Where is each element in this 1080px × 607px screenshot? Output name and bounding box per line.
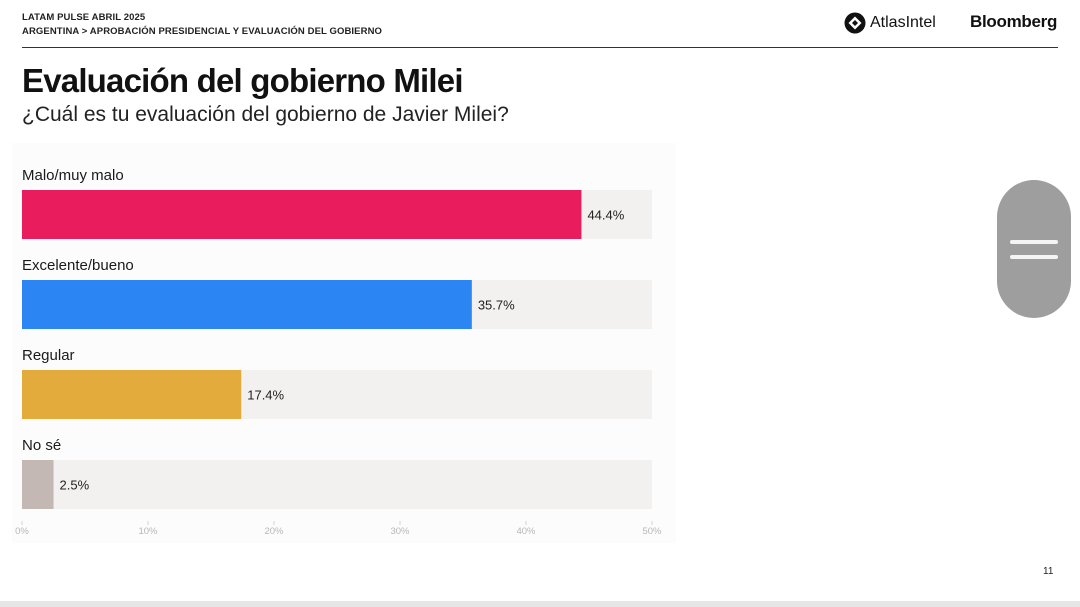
page-subtitle: ¿Cuál es tu evaluación del gobierno de J… [22,103,509,126]
atlasintel-wordmark: AtlasIntel [870,14,936,31]
category-label: Malo/muy malo [22,167,124,184]
tick-label: 50% [642,526,662,537]
scroll-handle[interactable] [997,180,1071,318]
report-series-label: LATAM PULSE ABRIL 2025 [22,12,146,23]
atlasintel-logo-icon [844,12,866,34]
page-number: 11 [1043,566,1054,577]
value-label: 44.4% [587,208,624,223]
report-header: LATAM PULSE ABRIL 2025 ARGENTINA > APROB… [22,11,382,39]
category-label: Regular [22,347,75,364]
bloomberg-wordmark: Bloomberg [970,12,1058,31]
category-label: Excelente/bueno [22,257,134,274]
tick-label: 40% [516,526,536,537]
chart-panel: Malo/muy malo 44.4% Excelente/bueno 35.7% Re… [12,143,676,543]
bar [22,370,242,419]
bar [22,280,472,329]
header-divider [22,47,1058,48]
bar [22,190,582,239]
value-label: 2.5% [60,478,90,493]
atlasintel-brand: AtlasIntel [844,12,936,34]
bar-chart: Malo/muy malo 44.4% Excelente/bueno 35.7% Re… [15,167,662,537]
tick-label: 10% [138,526,158,537]
grip-line-icon [1010,254,1058,259]
value-label: 35.7% [478,298,515,313]
grip-line-icon [1010,239,1058,244]
tick-label: 20% [264,526,284,537]
category-label: No sé [22,437,61,454]
bar [22,460,54,509]
bar-track [22,460,652,509]
tick-label: 0% [15,526,29,537]
report-breadcrumb: ARGENTINA > APROBACIÓN PRESIDENCIAL Y EV… [22,26,383,37]
value-label: 17.4% [247,388,284,403]
tick-label: 30% [390,526,410,537]
page-title: Evaluación del gobierno Milei [22,62,464,99]
bottom-bar [0,601,1080,607]
